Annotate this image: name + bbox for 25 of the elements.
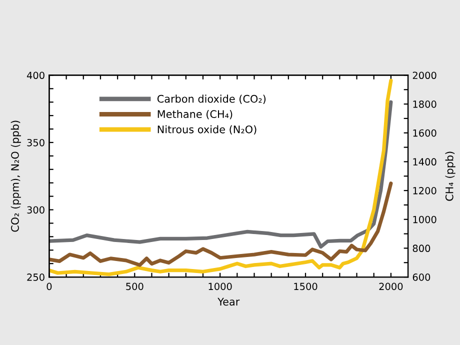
x-tick-label: 0: [46, 282, 52, 290]
legend-label: Carbon dioxide (CO₂): [157, 94, 266, 104]
y2-axis-title: CH₄ (ppb): [445, 152, 456, 201]
y2-tick-label: 1800: [413, 100, 436, 108]
legend-label: Nitrous oxide (N₂O): [158, 125, 256, 135]
y-tick-label: 350: [27, 138, 44, 146]
y-tick-label: 250: [27, 274, 44, 281]
y2-tick-label: 1400: [413, 158, 436, 166]
y-axis-title: CO₂ (ppm), N₂O (ppb): [10, 120, 21, 232]
y-tick-label: 300: [27, 206, 44, 214]
y2-tick-label: 2000: [412, 72, 436, 80]
x-tick-label: 2000: [379, 282, 403, 290]
x-tick-label: 1000: [208, 282, 232, 290]
line-series: [49, 78, 393, 276]
y-tick-label: 400: [26, 72, 44, 80]
y2-tick-label: 600: [412, 274, 430, 281]
legend-label: Methane (CH₄): [158, 110, 232, 120]
y2-tick-label: 1600: [413, 129, 436, 137]
line-series: [49, 182, 393, 267]
y2-tick-label: 1000: [413, 216, 436, 224]
x-axis-title: Year: [218, 298, 240, 306]
y2-tick-label: 1200: [413, 187, 436, 194]
x-tick-label: 500: [126, 282, 144, 290]
y2-tick-label: 800: [412, 244, 430, 252]
x-tick-label: 1500: [294, 282, 318, 290]
